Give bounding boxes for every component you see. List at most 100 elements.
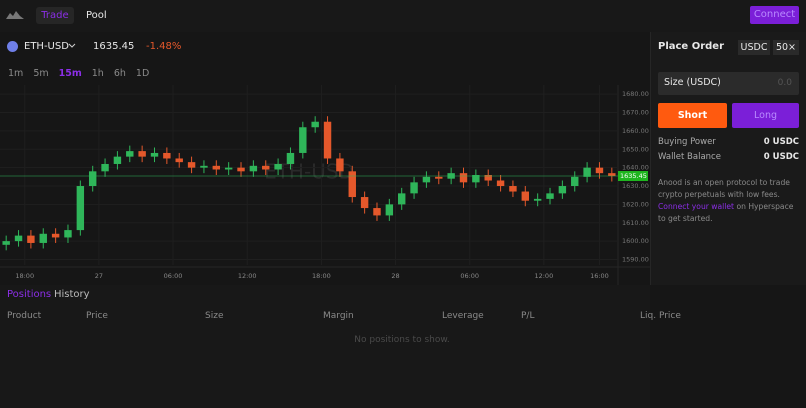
tab[interactable]: Positions <box>7 289 52 300</box>
candle-body <box>224 167 233 170</box>
candle-body <box>360 197 369 209</box>
size-input[interactable] <box>658 72 799 95</box>
tab[interactable]: History <box>54 289 90 300</box>
column-header: Liq. Price <box>640 311 681 321</box>
candle-body <box>509 186 517 192</box>
y-tick-label: 1590.00 <box>622 255 649 263</box>
candle-body <box>595 167 604 174</box>
candle-body <box>88 171 97 187</box>
y-tick-label: 1630.00 <box>622 182 649 190</box>
candle-body <box>348 171 356 198</box>
interval[interactable]: 1D <box>135 68 150 79</box>
candle-body <box>311 121 319 128</box>
column-header: Leverage <box>442 311 484 321</box>
candle-body <box>274 163 282 170</box>
y-tick-label: 1670.00 <box>622 109 649 117</box>
candle-body <box>64 230 72 238</box>
candle-body <box>459 173 468 183</box>
last-price-tag <box>618 171 648 182</box>
x-tick-label: 12:00 <box>534 272 553 280</box>
candle-body <box>410 182 418 194</box>
candle-body <box>187 162 196 168</box>
connect-link[interactable]: Connect your wallet <box>658 202 735 211</box>
candle-body <box>533 198 542 201</box>
x-tick-label: 12:00 <box>238 272 257 280</box>
candle-body <box>101 163 109 172</box>
description: Anood is an open protocol to trade crypt… <box>658 177 800 225</box>
interval[interactable]: 6h <box>113 68 126 79</box>
x-tick-label: 18:00 <box>312 272 331 280</box>
candle-body <box>397 193 406 205</box>
candle-body <box>299 127 307 153</box>
candle-body <box>113 156 122 164</box>
candle-body <box>546 193 554 199</box>
symbol[interactable]: ETH-USD <box>24 41 69 52</box>
interval[interactable]: 1h <box>91 68 104 79</box>
eth-icon <box>7 41 18 52</box>
candle-body <box>472 175 480 183</box>
short-button[interactable]: Short <box>658 103 727 128</box>
change: -1.48% <box>146 41 182 52</box>
candle-body <box>27 235 35 243</box>
candle-body <box>76 186 85 231</box>
candle-body <box>175 158 183 163</box>
candle-body <box>435 176 443 179</box>
y-tick-label: 1640.00 <box>622 164 649 172</box>
y-tick-label: 1650.00 <box>622 145 649 153</box>
order-title: Place Order <box>658 41 725 52</box>
candle-body <box>126 151 134 157</box>
table-header: Product Price Size Margin Leverage P/L Liq. Pr… <box>0 311 681 323</box>
column-header: Product <box>7 311 42 321</box>
candle-body <box>373 208 381 216</box>
candle-body <box>484 175 492 181</box>
nav-tab[interactable]: Trade <box>36 7 74 24</box>
candle-body <box>286 152 295 164</box>
candle-body <box>138 151 146 157</box>
size-label: Size (USDC) <box>664 77 721 88</box>
balance-row: Wallet Balance 0 USDC <box>658 150 799 165</box>
candle-body <box>262 165 270 170</box>
candle-body <box>336 158 344 172</box>
candle-body <box>14 235 23 242</box>
y-tick-label: 1680.00 <box>622 90 649 98</box>
candle-body <box>237 167 245 172</box>
y-tick-label: 1620.00 <box>622 200 649 208</box>
candle-body <box>521 191 530 201</box>
candle-body <box>422 176 431 183</box>
leverage[interactable]: 50× <box>773 40 799 55</box>
interval[interactable]: 15m <box>58 68 82 79</box>
candle-body <box>150 152 159 157</box>
description-text: Anood is an open protocol to trade crypt… <box>658 178 790 199</box>
y-tick-label: 1610.00 <box>622 219 649 227</box>
nav-bar <box>0 0 806 32</box>
connect-button[interactable]: Connect <box>750 6 799 24</box>
candle-body <box>249 165 258 172</box>
balance-row: Buying Power 0 USDC <box>658 135 799 150</box>
nav-tab[interactable]: Pool <box>86 10 107 21</box>
positions-panel <box>0 285 650 408</box>
x-tick-label: 06:00 <box>460 272 479 280</box>
y-tick-label: 1600.00 <box>622 237 649 245</box>
balance-value: 0 USDC <box>763 137 799 147</box>
x-tick-label: 28 <box>391 272 399 280</box>
x-tick-label: 18:00 <box>15 272 34 280</box>
interval[interactable]: 5m <box>33 68 49 79</box>
dropdown-icon <box>68 43 76 48</box>
candle-body <box>608 173 616 177</box>
description-text: on Hyperspace to get started. <box>658 202 794 223</box>
x-tick-label: 27 <box>95 272 103 280</box>
x-tick-label: 06:00 <box>164 272 183 280</box>
candle-body <box>39 233 47 243</box>
long-button[interactable]: Long <box>732 103 799 128</box>
price: 1635.45 <box>93 41 135 52</box>
candle-body <box>385 204 394 216</box>
chart: ETH-USD 1590.001600.001610.001620.001630… <box>0 85 650 285</box>
column-header: Size <box>205 311 224 321</box>
candle-body <box>163 152 171 159</box>
interval[interactable]: 1m <box>8 68 24 79</box>
currency[interactable]: USDC <box>738 40 770 55</box>
y-tick-label: 1660.00 <box>622 127 649 135</box>
candle-body <box>51 233 60 238</box>
balance-label: Wallet Balance <box>658 152 721 162</box>
